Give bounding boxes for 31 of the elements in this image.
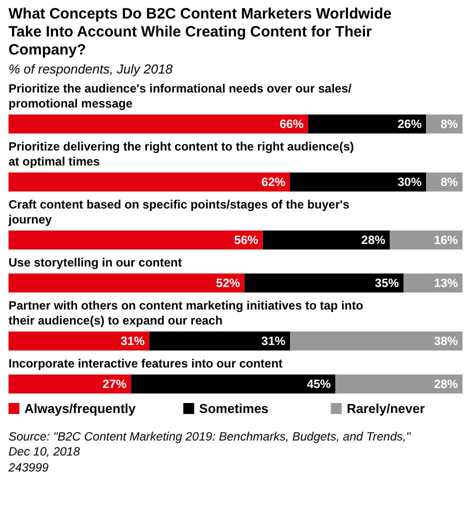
data-label: 52%	[216, 276, 240, 290]
data-label: 66%	[280, 117, 304, 131]
y-tick-label: Prioritize the audience's informational needs over our sales/promotional message	[8, 82, 352, 110]
data-label: 16%	[434, 233, 458, 247]
data-label: 8%	[440, 175, 458, 189]
data-label: 38%	[434, 334, 458, 348]
data-label: 26%	[398, 117, 422, 131]
chart-title: What Concepts Do B2C Content Marketers Worldwide Take Into Account While Creating Content for Their Company?	[8, 6, 392, 58]
data-label: 31%	[261, 334, 286, 348]
y-tick-label: Prioritize delivering the right content to the right audience(s) at optimal times	[8, 140, 354, 168]
data-label: 28%	[361, 233, 386, 247]
legend-label: Sometimes	[199, 401, 269, 416]
legend-label: Always/frequently	[24, 401, 136, 416]
data-label: 35%	[374, 276, 400, 290]
data-label: 45%	[306, 377, 332, 391]
data-label: 27%	[102, 377, 127, 391]
data-label: 56%	[234, 233, 259, 247]
chart-subtitle: % of respondents, July 2018	[8, 62, 174, 76]
data-label: 8%	[440, 117, 458, 131]
data-label: 28%	[434, 377, 458, 391]
text: 243999	[8, 460, 49, 474]
y-tick-label: Partner with others on content marketing initiatives to tap into their audience(s) to expand our reach	[8, 298, 364, 328]
data-label: 30%	[398, 175, 422, 189]
y-tick-label: Craft content based on specific points/stages of the buyer's journey	[8, 198, 350, 226]
data-label: 31%	[120, 334, 146, 348]
data-label: 13%	[434, 276, 458, 290]
legend-label: Rarely/never	[346, 401, 425, 416]
data-label: 62%	[261, 175, 286, 189]
y-tick-label: Incorporate interactive features into our content	[8, 356, 283, 370]
source-note: Source: "B2C Content Marketing 2019: Benchmarks, Budgets, and Trends," Dec 10, 2018	[8, 430, 412, 458]
y-tick-label: Use storytelling in our content	[8, 256, 182, 270]
